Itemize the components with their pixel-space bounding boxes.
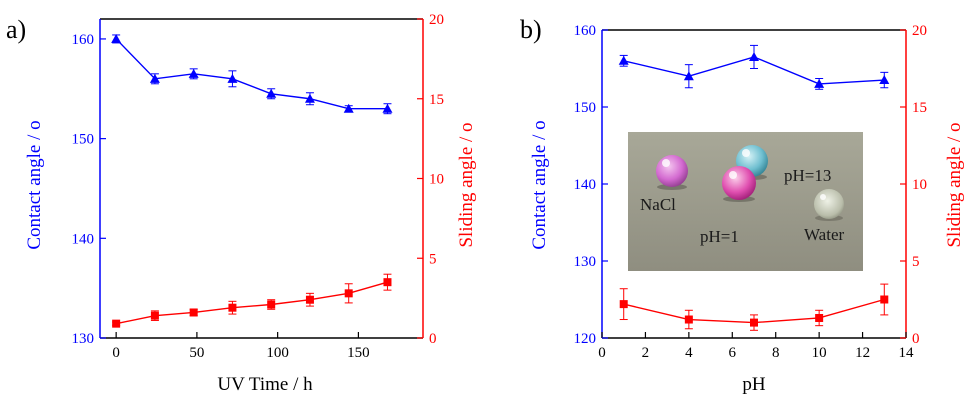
chart-b-x-tick-label: 10 [812,345,827,361]
chart-a-left-tick-label: 130 [72,331,95,347]
chart-b-x-tick-label: 14 [899,345,915,361]
chart-a-x-axis-title: UV Time / h [217,374,313,395]
droplets-photo: NaCl pH=1 pH=13 Water [628,132,863,271]
chart-a-left-tick-label: 140 [72,231,95,247]
chart-b-right-tick-label: 5 [912,254,920,270]
chart-b-x-axis-title: pH [742,374,766,395]
chart-a-right-tick-label: 10 [429,172,444,188]
chart-a-contact-angle-point [266,88,277,98]
chart-b-sliding-angle-point [815,313,824,322]
chart-a-x-tick-label: 150 [347,345,370,361]
chart-b-right-tick-label: 20 [912,23,927,39]
chart-a-right-tick-label: 5 [429,251,437,267]
chart-a-x-tick-label: 0 [112,345,120,361]
chart-a-right-tick-label: 15 [429,92,444,108]
chart-b-left-tick-label: 160 [574,23,597,39]
chart-a-contact-angle-point [304,93,315,103]
panel-a-label: a) [6,15,26,44]
chart-a-x-tick-label: 100 [266,345,289,361]
nacl-droplet [656,155,688,187]
chart-b-left-axis-title: Contact angle / o [529,120,550,249]
chart-b-left-tick-label: 120 [574,331,597,347]
chart-b-right-tick-label: 10 [912,177,927,193]
chart-a-contact-angle-line [115,38,388,110]
chart-a-sliding-angle-point [383,278,392,287]
chart-b-x-tick-label: 2 [642,345,650,361]
inset-label-ph13: pH=13 [784,166,831,185]
panel-b-label: b) [520,15,542,44]
chart-a-right-axis-title: Sliding angle / o [456,122,477,247]
chart-a-contact-angle-point [343,103,354,113]
chart-a-sliding-angle-point [267,300,276,309]
chart-b-right-tick-label: 15 [912,100,927,116]
chart-a-contact-angle-point [111,33,122,43]
chart-b-contact-angle-point [814,78,825,88]
chart-b-right-axis-title: Sliding angle / o [944,122,965,247]
chart-b-sliding-angle-point [750,318,758,327]
chart-b-contact-angle-point [618,55,629,65]
chart-b-x-tick-label: 4 [685,345,693,361]
chart-b-contact-angle-point [749,51,759,61]
chart-a-right-tick-label: 20 [429,12,444,28]
chart-a-plot: 0 50 100 150 130 140 150 160 0 5 10 15 20 [72,12,445,361]
chart-b-x-tick-label: 0 [598,345,606,361]
chart-b-x-tick-label: 8 [772,345,780,361]
chart-b-sliding-angle-point [880,295,889,304]
chart-a-sliding-angle-point [228,303,237,312]
chart-a-sliding-angle-point [305,295,314,304]
chart-a-sliding-angle-point [112,319,121,328]
inset-label-nacl: NaCl [640,195,676,214]
chart-b-left-tick-label: 150 [574,100,597,116]
chart-a-left-axis-title: Contact angle / o [24,120,45,249]
chart-a-sliding-angle-point [150,311,159,320]
water-droplet [814,189,844,219]
chart-a-contact-angle-point [149,73,160,83]
chart-b-left-tick-label: 140 [574,177,597,193]
chart-b-contact-angle-point [683,71,694,81]
chart-a-right-tick-label: 0 [429,331,437,347]
chart-b-contact-angle-point [879,75,890,85]
chart-b-plot: 0 2 4 6 8 10 12 14 120 130 140 150 160 0 5 10 15 20 [574,23,928,361]
chart-a-contact-angle-point [188,68,199,78]
chart-b-x-tick-label: 6 [729,345,737,361]
chart-a: 0 50 100 150 130 140 150 160 0 5 10 15 20 UV Time / … [24,12,477,395]
chart-b-sliding-angle-point [619,300,628,309]
chart-a-sliding-angle-point [344,289,353,298]
chart-b-right-tick-label: 0 [912,331,920,347]
chart-b-x-tick-label: 12 [855,345,870,361]
chart-a-x-tick-label: 50 [189,345,204,361]
chart-a-contact-angle-point [227,73,238,83]
inset-label-ph1: pH=1 [700,227,739,246]
chart-a-sliding-angle-line [116,281,388,325]
chart-b: 0 2 4 6 8 10 12 14 120 130 140 150 160 0 5 10 15 20 pH Co… [529,23,965,395]
chart-a-sliding-angle-point [189,308,198,317]
chart-a-left-tick-label: 160 [72,32,95,48]
inset-label-water: Water [804,225,844,244]
chart-b-left-tick-label: 130 [574,254,597,270]
chart-a-contact-angle-point [382,103,393,113]
ph1-droplet [722,166,756,200]
chart-a-left-tick-label: 150 [72,132,95,148]
chart-b-sliding-angle-point [684,315,693,324]
